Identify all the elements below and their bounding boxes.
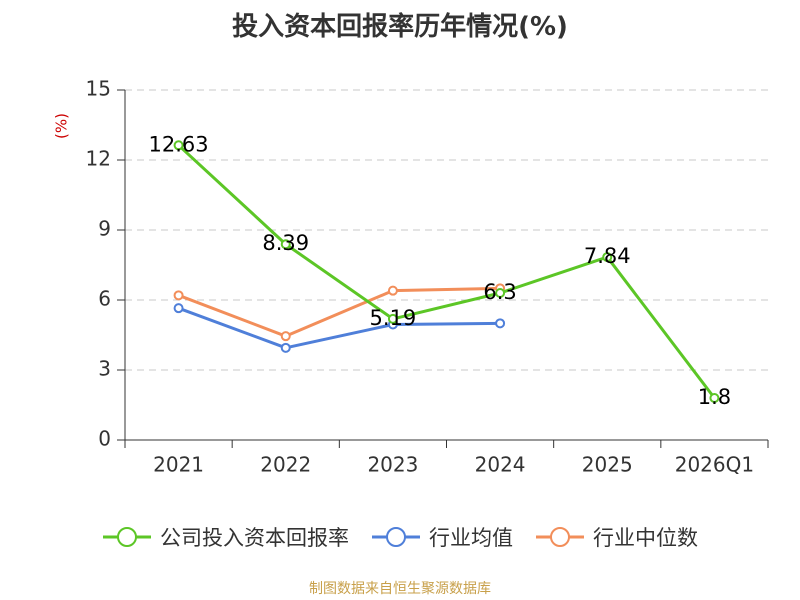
y-tick-label: 0: [98, 427, 111, 451]
data-label: 5.19: [370, 306, 417, 330]
source-note: 制图数据来自恒生聚源数据库: [309, 581, 491, 597]
data-label: 7.84: [584, 244, 631, 268]
data-point: [709, 393, 720, 403]
legend-label: 公司投入资本回报率: [160, 526, 349, 550]
data-point: [280, 342, 291, 353]
legend-item: 行业中位数: [535, 522, 698, 552]
x-tick-label: 2026Q1: [675, 453, 754, 477]
y-tick-label: 6: [98, 287, 111, 311]
data-point: [387, 285, 398, 296]
legend-line-marker-icon: [103, 527, 151, 547]
data-point: [173, 303, 184, 314]
legend-line-marker-icon: [536, 527, 584, 547]
series-line: [177, 144, 716, 399]
data-point: [173, 140, 184, 151]
series-line: [178, 306, 501, 350]
data-point: [602, 252, 613, 263]
data-point: [495, 288, 506, 298]
gridlines: [125, 89, 768, 371]
data-label: 12.63: [149, 132, 209, 156]
legend-item: 公司投入资本回报率: [102, 522, 349, 552]
x-tick-label: 2024: [475, 453, 526, 477]
x-tick-label: 2022: [260, 453, 311, 477]
data-point: [387, 313, 398, 324]
data-point: [495, 318, 506, 329]
y-axis-label: (%): [53, 113, 71, 139]
chart-title: 投入资本回报率历年情况(%): [232, 12, 568, 42]
x-tick-label: 2023: [367, 453, 418, 477]
legend-line-marker-icon: [372, 527, 420, 547]
y-tick-label: 12: [86, 147, 111, 171]
legend-item: 行业均值: [371, 522, 513, 552]
data-label: 1.8: [698, 385, 731, 409]
series-line: [178, 286, 501, 338]
legend-label: 行业中位数: [593, 526, 698, 550]
y-tick-label: 15: [86, 77, 111, 101]
y-tick-label: 3: [98, 357, 111, 381]
data-point: [173, 290, 184, 301]
y-tick-label: 9: [98, 217, 111, 241]
data-label: 8.39: [262, 231, 309, 255]
legend-label: 行业均值: [429, 526, 513, 550]
series-lines: [173, 140, 720, 403]
data-label: 6.3: [483, 280, 516, 304]
x-tick-label: 2025: [582, 453, 633, 477]
data-point: [280, 239, 291, 250]
axes: 0 3 6 9 12 15 2021 2022 2023 2024 2025 2026Q1: [86, 77, 769, 477]
data-point: [280, 331, 291, 342]
data-labels: 12.63 8.39 5.19 6.3 7.84 1.8: [149, 132, 732, 409]
legend: 公司投入资本回报率 行业均值 行业中位数: [0, 520, 800, 554]
x-tick-label: 2021: [153, 453, 204, 477]
